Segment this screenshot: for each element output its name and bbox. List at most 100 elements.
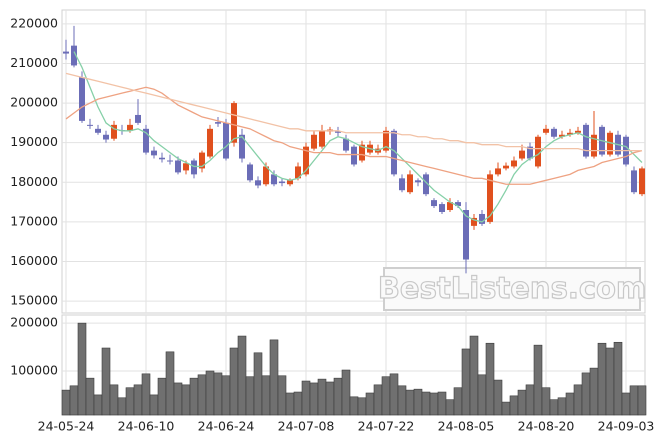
volume-bar <box>173 382 183 416</box>
candle-body <box>335 131 341 133</box>
volume-bar <box>117 397 127 416</box>
candle-body <box>511 160 517 167</box>
volume-bar <box>301 380 311 416</box>
volume-bar <box>269 339 279 416</box>
volume-bar <box>189 377 199 416</box>
candle-body <box>95 128 101 133</box>
candle-body <box>479 213 485 224</box>
watermark: BestListens.com <box>378 271 646 305</box>
volume-bar <box>469 335 479 416</box>
volume-bar <box>197 374 207 416</box>
volume-bar <box>509 395 519 416</box>
candle-body <box>111 124 117 139</box>
candle-body <box>79 77 85 121</box>
candle-body <box>255 180 261 186</box>
volume-bar <box>165 351 175 416</box>
volume-bar <box>565 392 575 416</box>
candle-body <box>143 128 149 153</box>
candle-body <box>303 146 309 175</box>
y-tick-label: 180000 <box>10 174 58 189</box>
volume-bar <box>221 375 231 416</box>
volume-bar <box>109 384 119 416</box>
candle-body <box>311 134 317 149</box>
volume-bar <box>445 399 455 416</box>
candle-body <box>207 128 213 157</box>
volume-bar <box>373 384 383 416</box>
volume-bar <box>349 396 359 416</box>
volume-bar <box>157 377 167 416</box>
volume-bar <box>381 376 391 416</box>
candle-body <box>447 202 453 211</box>
volume-bar <box>77 322 87 416</box>
volume-bar <box>397 385 407 416</box>
volume-bar <box>405 389 415 416</box>
volume-bar <box>213 372 223 416</box>
candle-body <box>559 134 565 137</box>
x-tick-label: 24-07-08 <box>278 419 335 434</box>
volume-bar <box>557 397 567 416</box>
volume-bar <box>517 389 527 416</box>
candle-body <box>471 217 477 226</box>
candle-body <box>359 144 365 161</box>
y-tick-label: 170000 <box>10 213 58 228</box>
x-tick-label: 24-07-22 <box>358 419 415 434</box>
volume-bar <box>629 385 639 416</box>
volume-bar <box>61 389 71 416</box>
volume-bar <box>261 375 271 416</box>
volume-bar <box>421 391 431 416</box>
y-tick-label: 190000 <box>10 134 58 149</box>
y-tick-label: 150000 <box>10 293 58 308</box>
candle-body <box>439 204 445 212</box>
volume-bar <box>101 347 111 416</box>
volume-bar <box>69 385 79 416</box>
volume-bar <box>461 348 471 416</box>
volume-bar <box>341 369 351 416</box>
volume-bar <box>365 392 375 416</box>
volume-bar <box>277 375 287 416</box>
candle-body <box>295 166 301 179</box>
candle-body <box>431 200 437 207</box>
candle-body <box>263 166 269 185</box>
y-tick-label: 200000 <box>10 315 58 330</box>
volume-bar <box>485 342 495 416</box>
volume-bar <box>613 341 623 416</box>
volume-bar <box>333 377 343 416</box>
moving-average-line <box>73 51 643 223</box>
x-tick-label: 24-08-05 <box>438 419 495 434</box>
y-tick-label: 160000 <box>10 253 58 268</box>
volume-bar <box>93 394 103 416</box>
y-tick-label: 100000 <box>10 362 58 377</box>
candle-body <box>575 130 581 133</box>
volume-bar <box>245 376 255 416</box>
candle-body <box>103 134 109 140</box>
candle-body <box>71 45 77 66</box>
candle-body <box>607 132 613 155</box>
candle-body <box>543 128 549 133</box>
candle-body <box>455 202 461 207</box>
candle-body <box>383 130 389 151</box>
candle-body <box>495 168 501 175</box>
volume-bar <box>453 387 463 416</box>
candle-body <box>503 165 509 169</box>
candle-body <box>287 180 293 185</box>
candle-body <box>415 180 421 183</box>
volume-bar <box>357 397 367 416</box>
candle-body <box>399 178 405 191</box>
candle-body <box>567 132 573 135</box>
volume-bar <box>533 344 543 416</box>
candle-body <box>127 124 133 131</box>
watermark-box <box>383 267 641 311</box>
candle-body <box>487 174 493 222</box>
candle-body <box>63 51 69 54</box>
volume-bar <box>437 391 447 416</box>
volume-bar <box>125 387 135 416</box>
candle-body <box>223 122 229 159</box>
candle-body <box>151 150 157 156</box>
x-tick-label: 24-05-24 <box>38 419 95 434</box>
candle-body <box>87 124 93 126</box>
candle-body <box>199 152 205 169</box>
candle-body <box>183 163 189 171</box>
candle-body <box>231 103 237 143</box>
x-tick-label: 24-06-10 <box>118 419 175 434</box>
volume-bar <box>229 347 239 416</box>
